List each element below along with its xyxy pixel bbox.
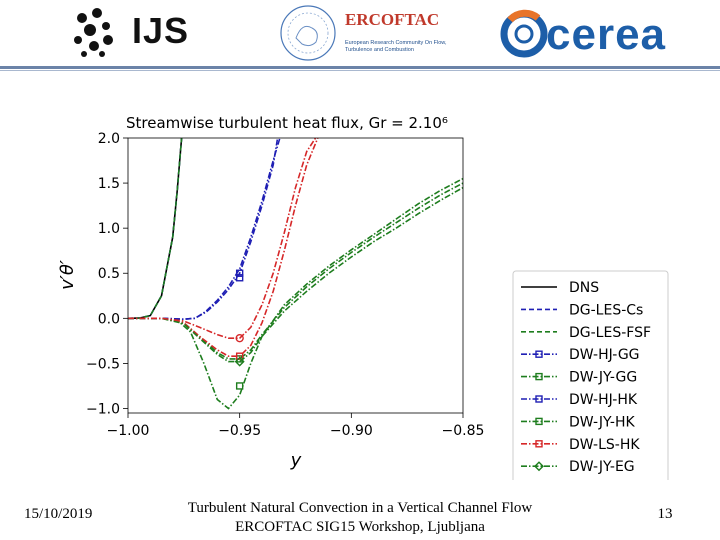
y-tick-label: 1.0: [98, 221, 120, 237]
ercoftac-logo: [280, 5, 336, 61]
series-line-dw-jy-eg: [128, 186, 463, 363]
y-tick-label: 2.0: [98, 131, 120, 147]
legend-marker-dw-jy-eg: [534, 461, 544, 472]
header-divider-thin: [0, 70, 720, 71]
ercoftac-title: ERCOFTAC: [345, 10, 440, 29]
y-tick-label: 0.5: [98, 266, 120, 282]
ijs-logo-text: IJS: [132, 10, 190, 51]
legend-label-dw-jy-gg: DW-JY-GG: [569, 370, 637, 386]
series-marker-dw-jy-gg: [235, 382, 244, 390]
page-number: 13: [657, 506, 673, 522]
series-marker-dw-jy-eg: [234, 356, 245, 367]
series-line-dg-les-fsf: [128, 138, 183, 320]
x-tick-label: −0.90: [330, 423, 373, 439]
footer-title-line2: ERCOFTAC SIG15 Workshop, Ljubljana: [235, 519, 485, 535]
y-tick-label: 0.0: [98, 311, 120, 327]
series-marker-dw-ls-hk: [235, 352, 244, 360]
legend-marker-dw-hj-gg: [535, 350, 543, 358]
x-axis-label: y: [290, 450, 302, 471]
legend-label-dw-hj-hk: DW-HJ-HK: [569, 392, 638, 408]
legend-label-dg-les-fsf: DG-LES-FSF: [569, 325, 651, 341]
series-marker-dw-hj-gg: [235, 269, 244, 277]
legend-marker-dw-jy-hk: [535, 417, 543, 426]
series-line-dw-ls-eg: [128, 138, 317, 339]
y-axis-label: v′θ′: [57, 260, 78, 290]
plot-frame: [127, 137, 464, 414]
footer-date: 15/10/2019: [24, 506, 93, 522]
series-line-dw-hj-gg: [128, 138, 281, 321]
legend-marker-dw-ls-hk: [535, 440, 543, 448]
series-line-dw-jy-hk: [128, 182, 463, 360]
chart-title-text: Streamwise turbulent heat flux, Gr = 2.1…: [126, 114, 448, 132]
y-tick-label: −1.0: [86, 401, 120, 417]
series-marker-dw-hj-hk: [235, 274, 244, 282]
series-marker-dw-ls-eg: [235, 333, 244, 343]
y-tick-label: −0.5: [86, 356, 120, 372]
legend-label-dw-jy-hk: DW-JY-HK: [569, 414, 635, 430]
footer-title-line1: Turbulent Natural Convection in a Vertic…: [187, 500, 533, 516]
x-tick-label: −0.85: [442, 423, 485, 439]
legend-label-dw-hj-gg: DW-HJ-GG: [569, 347, 640, 363]
legend-box: [512, 270, 669, 480]
x-tick-label: −1.00: [107, 423, 150, 439]
y-tick-label: 1.5: [98, 176, 120, 192]
footer-title: Turbulent Natural Convection in a Vertic…: [140, 499, 580, 537]
cerea-logo: [500, 9, 548, 58]
cerea-logo-text: cerea: [546, 10, 667, 59]
legend-label-dg-les-cs: DG-LES-Cs: [569, 302, 643, 318]
legend-label-dns: DNS: [569, 280, 599, 296]
x-tick-label: −0.95: [218, 423, 261, 439]
ijs-logo: [74, 8, 113, 57]
legend-marker-dw-jy-gg: [535, 372, 543, 381]
legend-marker-dw-hj-hk: [535, 395, 543, 403]
chart-title: Streamwise turbulent heat flux, Gr = 2.1…: [126, 114, 448, 132]
chart-legend: DNS DG-LES-Cs DG-LES-FSF DW-HJ-GG DW-JY-GG DW…: [512, 270, 669, 480]
legend-label-dw-jy-eg: DW-JY-EG: [569, 459, 635, 475]
heat-flux-chart: −1.00 −0.95 −0.90 −0.85 −1.0 −0.5 0.0 0.5 1.0 1.5…: [57, 114, 669, 480]
header-bar: IJS ERCOFTAC European Research Community…: [0, 0, 720, 66]
legend-label-dw-ls-hk: DW-LS-HK: [569, 437, 640, 453]
series-line-dw-ls-hk: [128, 138, 319, 358]
header-divider: [0, 66, 720, 69]
ercoftac-subtitle: European Research Community On Flow, Tur…: [345, 40, 447, 53]
series-line-dw-hj-hk: [128, 138, 279, 321]
series-line-dw-jy-gg: [128, 177, 463, 410]
